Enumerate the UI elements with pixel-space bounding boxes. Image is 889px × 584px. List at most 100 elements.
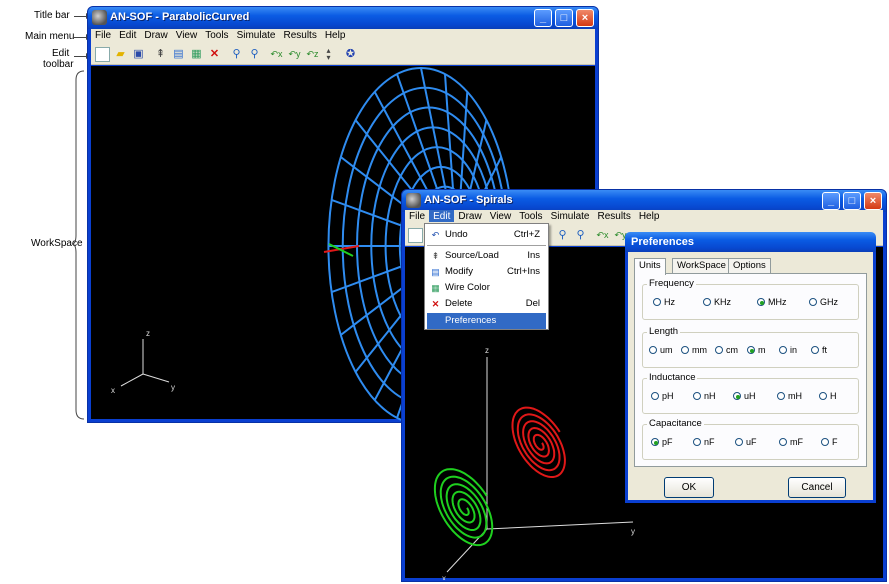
menu-simulate[interactable]: Simulate <box>550 211 590 222</box>
menu-view[interactable]: View <box>489 211 512 222</box>
menu-item-shortcut: Ctrl+Ins <box>507 266 540 277</box>
edit-dropdown-menu: ↶ Undo Ctrl+Z ⇞ Source/Load Ins ▤ Modify… <box>424 223 549 330</box>
axis-label-z: z <box>485 346 489 355</box>
red-spiral <box>511 406 566 478</box>
menu-help[interactable]: Help <box>324 30 346 41</box>
axis-label-z: z <box>146 329 150 338</box>
group-capacitance: Capacitance pF nF uF mF F <box>642 418 859 460</box>
wire-color-icon[interactable]: ▦ <box>191 48 202 60</box>
rotate-x-icon[interactable]: ↶x <box>596 230 609 240</box>
menu-draw[interactable]: Draw <box>458 211 482 222</box>
app-icon <box>92 10 107 25</box>
radio-f[interactable]: F <box>821 437 838 447</box>
group-label: Inductance <box>647 372 698 383</box>
annotation-leader <box>74 16 86 17</box>
radio-ft[interactable]: ft <box>811 345 827 355</box>
title-bar[interactable]: AN-SOF - ParabolicCurved _ □ × <box>88 7 598 29</box>
axes-indicator: z x y <box>111 329 175 395</box>
menu-item-wire-color[interactable]: ▦ Wire Color <box>427 280 546 296</box>
menu-edit[interactable]: Edit <box>119 30 137 41</box>
zoom-out-icon[interactable]: ⚲ <box>250 48 259 60</box>
menu-help[interactable]: Help <box>638 211 660 222</box>
axis-label-y: y <box>631 527 635 536</box>
rotate-x-icon[interactable]: ↶x <box>270 49 283 59</box>
menu-item-delete[interactable]: ✕ Delete Del <box>427 296 546 312</box>
new-file-icon[interactable] <box>95 47 110 62</box>
tab-workspace[interactable]: WorkSpace <box>672 258 731 274</box>
radio-pf[interactable]: pF <box>651 437 673 447</box>
menu-item-source-load[interactable]: ⇞ Source/Load Ins <box>427 248 546 264</box>
radio-ghz[interactable]: GHz <box>809 297 838 307</box>
annotation-main-menu: Main menu <box>25 31 75 42</box>
save-icon[interactable]: ▣ <box>133 48 144 60</box>
menu-item-preferences[interactable]: Preferences <box>427 313 546 329</box>
radio-in[interactable]: in <box>779 345 797 355</box>
radio-uf[interactable]: uF <box>735 437 757 447</box>
annotation-title-bar: Title bar <box>34 10 70 21</box>
menu-results[interactable]: Results <box>597 211 631 222</box>
maximize-button[interactable]: □ <box>555 9 573 27</box>
maximize-button[interactable]: □ <box>843 192 861 210</box>
close-button[interactable]: × <box>576 9 594 27</box>
dialog-title: Preferences <box>625 232 876 252</box>
radio-hz[interactable]: Hz <box>653 297 675 307</box>
delete-icon[interactable]: ✕ <box>209 48 220 60</box>
modify-icon[interactable]: ▤ <box>173 48 184 60</box>
radio-mh[interactable]: mH <box>777 391 802 401</box>
tab-units[interactable]: Units <box>634 258 666 275</box>
rotate-y-icon[interactable]: ↶y <box>614 230 627 240</box>
radio-ph[interactable]: pH <box>651 391 674 401</box>
rotate-y-icon[interactable]: ↶y <box>288 49 301 59</box>
zoom-in-icon[interactable]: ⚲ <box>232 48 241 60</box>
title-bar[interactable]: AN-SOF - Spirals _ □ × <box>402 190 886 212</box>
new-file-icon[interactable] <box>408 228 423 243</box>
green-spiral <box>433 468 494 547</box>
radio-um[interactable]: um <box>649 345 673 355</box>
annotation-workspace: WorkSpace <box>31 238 83 249</box>
radio-khz[interactable]: KHz <box>703 297 731 307</box>
minimize-button[interactable]: _ <box>534 9 552 27</box>
help-icon[interactable]: ✪ <box>345 48 356 60</box>
open-folder-icon[interactable]: ▰ <box>116 48 125 60</box>
radio-mhz[interactable]: MHz <box>757 297 787 307</box>
close-button[interactable]: × <box>864 192 882 210</box>
menu-simulate[interactable]: Simulate <box>236 30 276 41</box>
radio-h[interactable]: H <box>819 391 837 401</box>
menu-item-shortcut: Ins <box>527 250 540 261</box>
menu-draw[interactable]: Draw <box>144 30 168 41</box>
window-title: AN-SOF - Spirals <box>424 194 513 206</box>
cancel-button[interactable]: Cancel <box>788 477 846 498</box>
radio-mm[interactable]: mm <box>681 345 707 355</box>
tab-options[interactable]: Options <box>728 258 771 274</box>
menu-tools[interactable]: Tools <box>519 211 543 222</box>
radio-nf[interactable]: nF <box>693 437 715 447</box>
menu-view[interactable]: View <box>175 30 198 41</box>
preferences-dialog: Preferences Units WorkSpace Options Freq… <box>625 232 876 503</box>
menu-tools[interactable]: Tools <box>205 30 229 41</box>
minimize-button[interactable]: _ <box>822 192 840 210</box>
menu-file[interactable]: File <box>409 211 426 222</box>
radio-m[interactable]: m <box>747 345 766 355</box>
spin-icon[interactable]: ▴ ▾ <box>326 46 331 62</box>
rotate-z-icon[interactable]: ↶z <box>306 49 319 59</box>
annotation-leader <box>74 37 86 38</box>
zoom-out-icon[interactable]: ⚲ <box>576 229 585 241</box>
source-load-icon[interactable]: ⇞ <box>155 48 166 60</box>
app-icon <box>406 193 421 208</box>
main-menu: File Edit Draw View Tools Simulate Results Help <box>405 210 883 226</box>
radio-cm[interactable]: cm <box>715 345 738 355</box>
ok-button[interactable]: OK <box>664 477 714 498</box>
zoom-in-icon[interactable]: ⚲ <box>558 229 567 241</box>
feed-wire <box>323 245 360 253</box>
radio-mf[interactable]: mF <box>779 437 803 447</box>
menu-item-modify[interactable]: ▤ Modify Ctrl+Ins <box>427 264 546 280</box>
menu-item-label: Source/Load <box>445 250 499 261</box>
radio-nh[interactable]: nH <box>693 391 716 401</box>
menu-file[interactable]: File <box>95 30 112 41</box>
menu-item-label: Modify <box>445 266 473 277</box>
radio-uh[interactable]: uH <box>733 391 756 401</box>
group-label: Frequency <box>647 278 696 289</box>
menu-results[interactable]: Results <box>283 30 317 41</box>
menu-item-undo[interactable]: ↶ Undo Ctrl+Z <box>427 227 546 243</box>
menu-edit[interactable]: Edit <box>429 210 455 222</box>
